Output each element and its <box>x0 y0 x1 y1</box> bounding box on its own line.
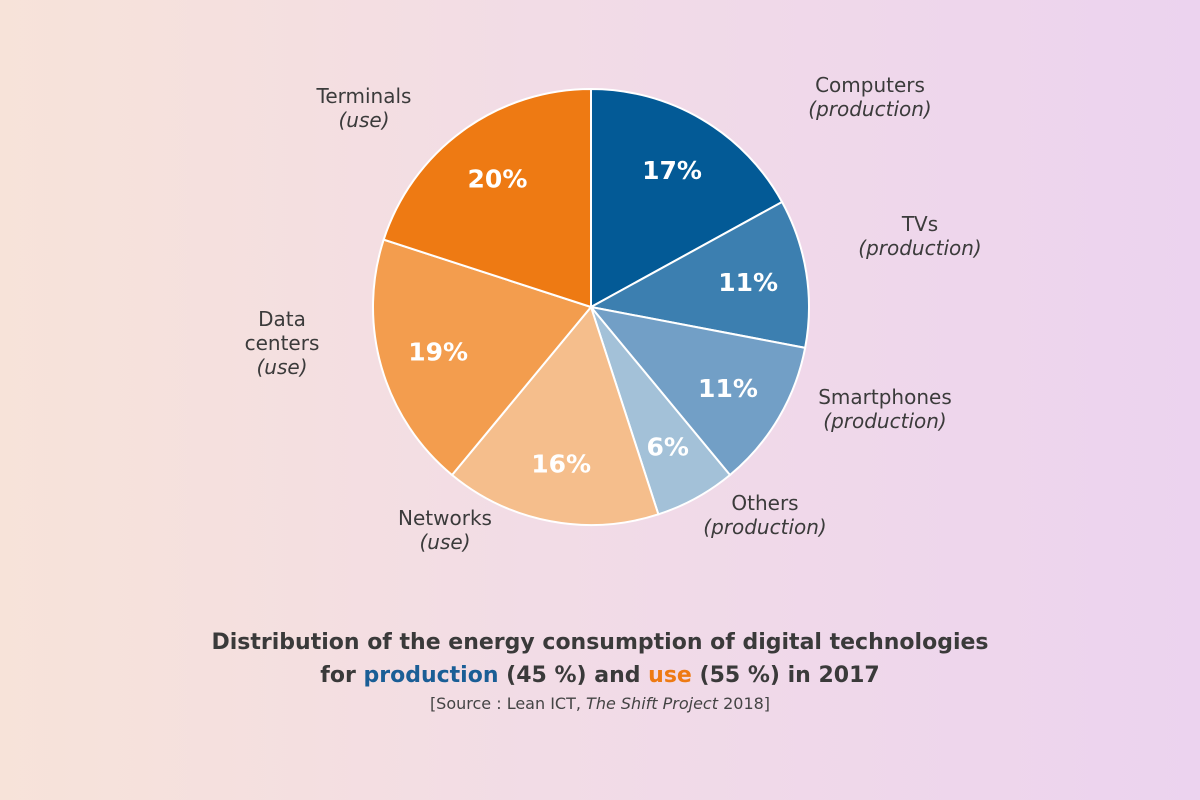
category-name: centers <box>245 331 320 355</box>
category-label-terminals: Terminals (use) <box>316 84 412 132</box>
pct-label-data-centers: 19% <box>408 337 468 366</box>
category-label-smartphones: Smartphones (production) <box>818 385 952 433</box>
source-italic: The Shift Project <box>586 694 718 713</box>
category-name: Data <box>258 307 306 331</box>
pct-label-networks: 16% <box>531 449 591 478</box>
pie-slice-tvs <box>588 200 810 350</box>
use-percent: (55 %) in 2017 <box>691 663 880 688</box>
pct-label-terminals: 20% <box>468 164 528 193</box>
category-label-tvs: TVs (production) <box>858 212 981 260</box>
source-suffix: 2018] <box>718 694 771 713</box>
category-name: Computers <box>815 73 925 97</box>
chart-title-line-1: Distribution of the energy consumption o… <box>211 630 989 655</box>
source-citation: [Source : Lean ICT, The Shift Project 20… <box>0 692 1200 716</box>
production-percent: (45 %) and <box>498 663 649 688</box>
category-label-others: Others (production) <box>703 491 826 539</box>
pct-label-others: 6% <box>646 432 688 461</box>
category-type: (production) <box>858 236 981 260</box>
pct-label-tvs: 11% <box>718 268 778 297</box>
category-name: Smartphones <box>818 385 952 409</box>
category-type: (use) <box>419 530 470 554</box>
pct-label-smartphones: 11% <box>698 374 758 403</box>
category-labels: Computers (production)TVs (production)Smar… <box>245 73 982 554</box>
category-name: Networks <box>398 506 492 530</box>
category-name: TVs <box>901 212 938 236</box>
pct-label-computers: 17% <box>642 156 702 185</box>
use-word: use <box>648 663 692 688</box>
category-type: (production) <box>703 515 826 539</box>
pie-slice-terminals <box>382 87 592 309</box>
chart-caption: Distribution of the energy consumption o… <box>0 626 1200 716</box>
category-name: Others <box>731 491 798 515</box>
category-name: Terminals <box>316 84 412 108</box>
pie-slice-smartphones <box>588 305 807 477</box>
chart-title-line-2: for production (45 %) and use (55 %) in … <box>0 659 1200 692</box>
pie-chart: 17%11%11%6%16%19%20% Computers (productio… <box>245 73 982 554</box>
category-type: (use) <box>338 108 389 132</box>
pie-slice-data-centers <box>372 238 593 477</box>
category-label-data-centers: Data centers (use) <box>245 307 320 379</box>
category-label-networks: Networks (use) <box>398 506 492 554</box>
pie-slices <box>372 87 810 526</box>
production-word: production <box>363 663 499 688</box>
category-label-computers: Computers (production) <box>808 73 931 121</box>
pie-slice-computers <box>590 87 784 309</box>
pie-slice-networks <box>450 304 660 526</box>
source-prefix: [Source : Lean ICT, <box>429 694 587 713</box>
percentage-labels: 17% 11% 11% 6% 16% 19% 20% <box>408 156 778 478</box>
category-type: (production) <box>808 97 931 121</box>
category-type: (production) <box>823 409 946 433</box>
category-type: (use) <box>256 355 307 379</box>
title-prefix: for <box>320 663 364 688</box>
